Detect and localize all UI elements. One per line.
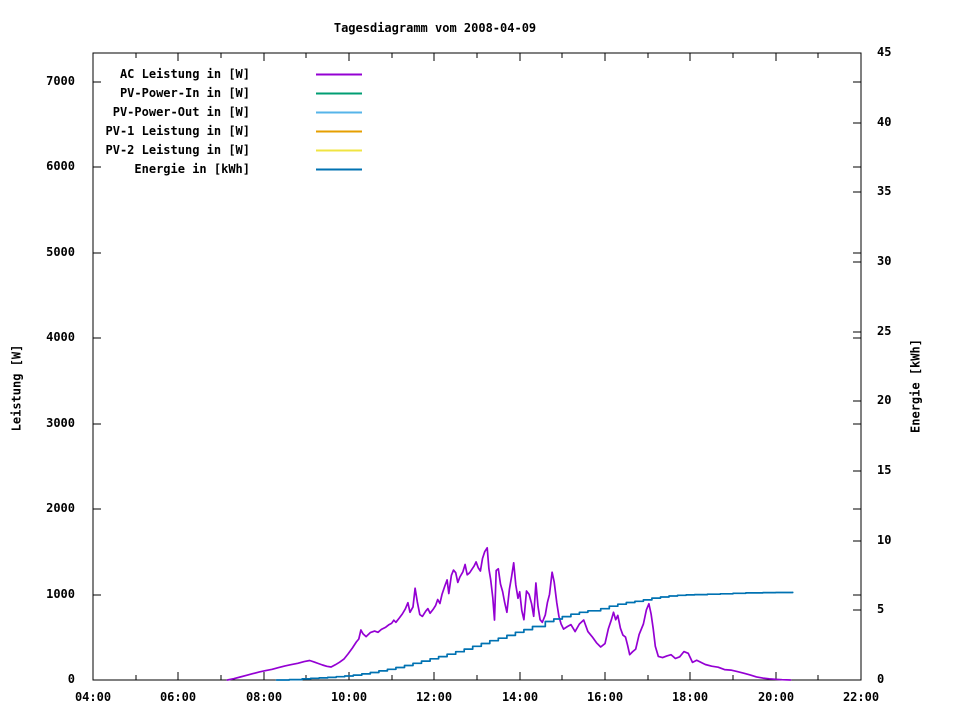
x-tick-label: 18:00 [671,690,709,704]
y-right-tick-label: 5 [877,602,885,616]
y-right-tick-label: 30 [877,254,892,268]
x-tick-label: 12:00 [415,690,453,704]
data-series [226,546,794,681]
y-right-tick-label: 35 [877,184,892,198]
x-tick-label: 08:00 [245,690,283,704]
x-tick-label: 06:00 [159,690,197,704]
y-axis-label-right: Energie [kWh] [908,339,923,433]
x-tick-label: 10:00 [330,690,368,704]
y-right-tick-label: 20 [877,393,892,407]
y-left-tick-label: 3000 [46,416,75,430]
y-right-tick-label: 0 [877,672,885,686]
y-right-tick-label: 25 [877,324,892,338]
x-tick-label: 04:00 [74,690,112,704]
y-left-tick-label: 5000 [46,245,75,259]
y-left-tick-label: 4000 [46,330,75,344]
legend-label: PV-1 Leistung in [W] [105,123,251,138]
series-line-5 [275,591,794,681]
y-right-tick-label: 10 [877,533,892,547]
y-right-tick-label: 15 [877,463,892,477]
y-left-tick-label: 1000 [46,587,75,601]
legend-label: PV-Power-Out in [W] [112,104,250,119]
legend-label: AC Leistung in [W] [119,66,250,81]
y-right-tick-label: 40 [877,115,892,129]
y-left-tick-label: 7000 [46,74,75,88]
chart-title: Tagesdiagramm vom 2008-04-09 [333,21,537,35]
y-axis-label-left: Leistung [W] [9,344,24,432]
x-tick-label: 16:00 [586,690,624,704]
x-tick-label: 20:00 [757,690,795,704]
y-left-tick-label: 0 [67,672,75,686]
y-left-tick-label: 6000 [46,159,75,173]
legend-label: Energie in [kWh] [134,161,250,176]
legend-sample-lines [316,73,362,171]
legend-label: PV-2 Leistung in [W] [105,142,251,157]
legend-label: PV-Power-In in [W] [119,85,250,100]
y-right-tick-label: 45 [877,45,892,59]
x-tick-label: 14:00 [501,690,539,704]
y-left-tick-label: 2000 [46,501,75,515]
series-line-0 [226,546,792,681]
x-tick-label: 22:00 [842,690,880,704]
